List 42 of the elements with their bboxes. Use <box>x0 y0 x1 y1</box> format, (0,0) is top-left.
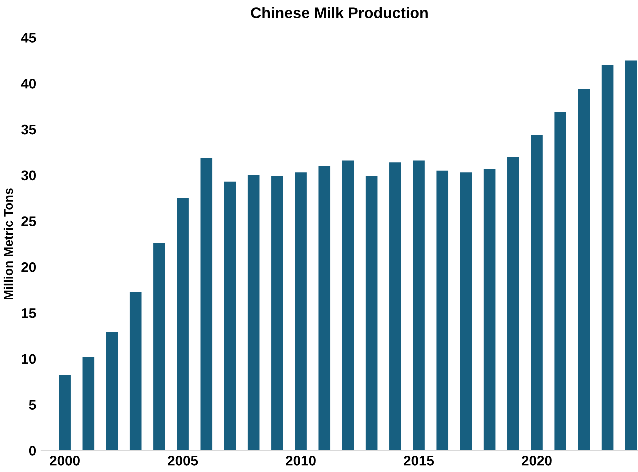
x-tick-label: 2005 <box>168 456 198 466</box>
y-tick-label: 45 <box>21 33 36 43</box>
bar <box>554 112 566 451</box>
bar <box>602 65 614 451</box>
bar <box>366 176 378 451</box>
bar <box>295 172 307 451</box>
bar <box>625 60 638 451</box>
bar <box>508 157 520 451</box>
bar <box>436 170 449 451</box>
y-tick-label: 35 <box>21 124 36 135</box>
y-tick-label: 10 <box>22 354 36 364</box>
x-tick-label: 2015 <box>404 456 434 466</box>
bar <box>224 182 236 451</box>
bar <box>531 135 543 451</box>
y-tick-label: 5 <box>29 400 36 410</box>
bar <box>318 166 331 451</box>
bar <box>82 357 95 451</box>
y-tick-label: 0 <box>29 446 36 456</box>
y-tick-label: 15 <box>22 308 36 318</box>
bar <box>342 160 354 451</box>
y-tick-label: 40 <box>21 78 36 89</box>
bar <box>106 332 118 451</box>
bar <box>154 243 166 451</box>
bar <box>248 175 260 451</box>
bar <box>460 172 472 451</box>
y-tick-label: 20 <box>22 262 36 272</box>
bar <box>130 292 142 451</box>
chart-title: Chinese Milk Production <box>251 7 428 18</box>
x-tick-label: 2020 <box>522 456 552 466</box>
y-tick-label: 30 <box>21 170 36 181</box>
bar <box>390 162 402 451</box>
bar <box>413 160 425 451</box>
bar <box>200 158 213 451</box>
bar <box>59 376 71 451</box>
bar <box>177 198 189 451</box>
bar <box>578 89 590 451</box>
bar <box>272 176 284 451</box>
y-axis-title: Million Metric Tons <box>4 188 14 300</box>
y-tick-label: 25 <box>22 216 36 226</box>
bar <box>484 169 496 451</box>
x-tick-label: 2010 <box>286 456 316 466</box>
x-tick-label: 2000 <box>50 456 80 466</box>
